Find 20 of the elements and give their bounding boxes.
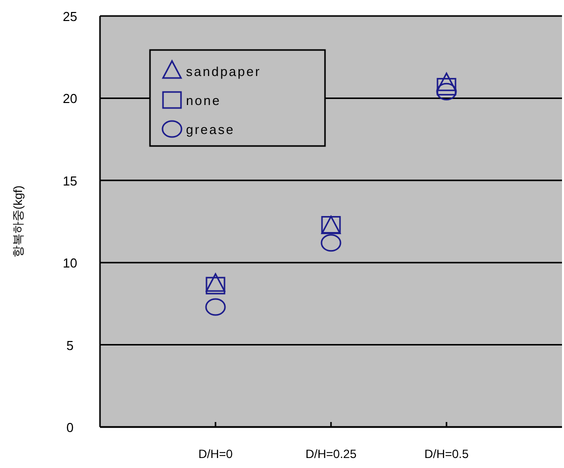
point [436,72,456,92]
y-tick-label: 15 [62,173,78,188]
y-tick-label: 5 [66,338,74,353]
y-axis-title: 항복하중(kgf) [11,185,25,258]
x-tick-label: D/H=0.25 [305,447,357,461]
x-tick-label: D/H=0.5 [424,447,469,461]
y-tick-label: 20 [62,91,78,106]
y-tick-label: 25 [62,9,78,24]
legend-label: sandpaper [186,64,261,79]
point [436,82,457,100]
y-tick-label: 0 [66,420,74,435]
y-tick-label: 10 [62,256,78,271]
point [206,276,226,294]
point [206,273,226,292]
legend-label: none [186,93,221,108]
x-tick-label: D/H=0 [198,447,233,461]
point [205,298,226,316]
legend-label: grease [186,122,235,137]
point [320,234,342,252]
point [436,78,456,96]
